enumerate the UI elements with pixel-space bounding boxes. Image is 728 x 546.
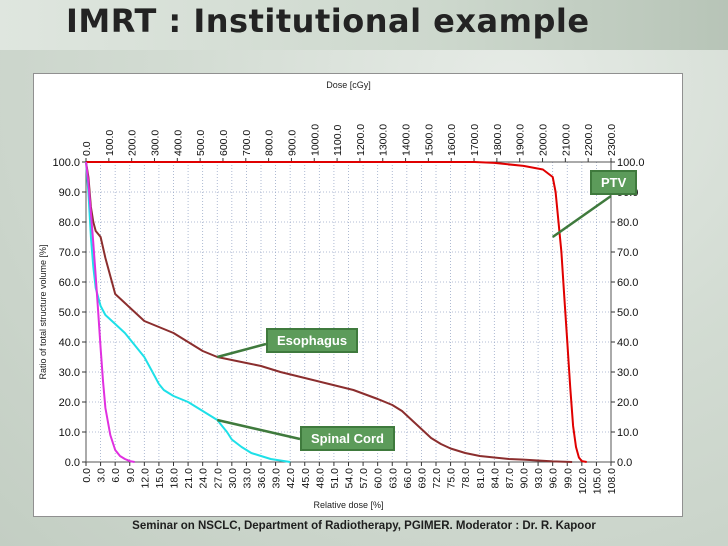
x-tick-label: 90.0: [519, 468, 531, 489]
slide-title: IMRT : Institutional example: [66, 2, 590, 40]
x2-tick-label: 2200.0: [583, 124, 595, 156]
x2-tick-label: 1500.0: [423, 124, 435, 156]
x-tick-label: 36.0: [256, 468, 268, 489]
x-tick-label: 30.0: [227, 468, 239, 489]
footer-text: Seminar on NSCLC, Department of Radiothe…: [132, 520, 596, 532]
y-tick-label: 80.0: [59, 217, 80, 229]
x2-axis-label: Dose [cGy]: [326, 80, 371, 90]
x-tick-label: 60.0: [373, 468, 385, 489]
x-tick-label: 6.0: [110, 468, 122, 483]
x2-tick-label: 200.0: [127, 130, 139, 156]
y-tick-label: 60.0: [59, 277, 80, 289]
x2-tick-label: 2100.0: [560, 124, 572, 156]
y-tick-label: 90.0: [59, 187, 80, 199]
x2-tick-label: 400.0: [172, 130, 184, 156]
x2-tick-label: 100.0: [104, 130, 116, 156]
callout-pointer: [216, 418, 301, 441]
x2-tick-label: 800.0: [264, 130, 276, 156]
unlabeled-dvh-line-3: [85, 161, 135, 463]
x2-tick-label: 1100.0: [332, 125, 344, 156]
x-tick-label: 105.0: [591, 468, 603, 494]
x-tick-label: 21.0: [183, 468, 195, 489]
y2-tick-label: 0.0: [617, 457, 632, 469]
x-tick-label: 33.0: [241, 468, 253, 489]
x2-tick-label: 1700.0: [469, 124, 481, 156]
x-tick-label: 15.0: [154, 468, 166, 489]
y2-tick-label: 10.0: [617, 427, 638, 439]
x2-tick-label: 500.0: [195, 130, 207, 156]
x-tick-label: 84.0: [489, 468, 501, 489]
x2-tick-label: 2000.0: [538, 124, 550, 156]
esophagus-callout: Esophagus: [266, 328, 359, 353]
x-axis-label: Relative dose [%]: [313, 500, 383, 510]
y-axis-label: Ratio of total structure volume [%]: [38, 244, 48, 379]
x2-tick-label: 600.0: [218, 130, 230, 156]
x-tick-label: 54.0: [344, 468, 356, 489]
x-tick-label: 45.0: [300, 468, 312, 489]
x-tick-label: 24.0: [198, 468, 210, 489]
x-tick-label: 12.0: [139, 468, 151, 489]
x-tick-label: 102.0: [577, 468, 589, 494]
x2-tick-label: 1400.0: [401, 124, 413, 156]
dvh-plot: 0.0 10.0 20.0 30.0 40.0 50.0 60.0 70.0 80.0 90.0 1…: [38, 80, 645, 510]
x-tick-label: 57.0: [358, 468, 370, 489]
x2-tick-label: 2300.0: [606, 124, 618, 156]
x2-tick-label: 1300.0: [378, 124, 390, 156]
x-tick-label: 93.0: [533, 468, 545, 489]
x-tick-label: 96.0: [548, 468, 560, 489]
x-tick-label: 78.0: [460, 468, 472, 489]
ptv-dvh-line: [86, 161, 587, 463]
x-tick-label: 66.0: [402, 468, 414, 489]
x2-tick-label: 1200.0: [355, 124, 367, 156]
x-tick-label: 81.0: [475, 468, 487, 489]
x-tick-label: 48.0: [314, 468, 326, 489]
y-tick-label: 0.0: [65, 457, 80, 469]
x2-tick-label: 1600.0: [446, 124, 458, 156]
y2-tick-label: 80.0: [617, 217, 638, 229]
y2-tick-label: 70.0: [617, 247, 638, 259]
x2-tick-label: 1000.0: [309, 124, 321, 156]
x-tick-label: 63.0: [387, 468, 399, 489]
title-bar: [0, 0, 728, 50]
y2-tick-label: 30.0: [617, 367, 638, 379]
x2-tick-label: 700.0: [241, 130, 253, 156]
y2-tick-label: 40.0: [617, 337, 638, 349]
x-tick-label: 72.0: [431, 468, 443, 489]
y2-tick-label: 50.0: [617, 307, 638, 319]
y-tick-label: 50.0: [59, 307, 80, 319]
x2-tick-label: 1900.0: [515, 124, 527, 156]
spinal-cord-callout: Spinal Cord: [300, 426, 395, 451]
y2-tick-label: 60.0: [617, 277, 638, 289]
esophagus-dvh-line: [85, 161, 573, 463]
dvh-chart: 0.0 10.0 20.0 30.0 40.0 50.0 60.0 70.0 80.0 90.0 1…: [33, 73, 683, 517]
callout-pointer: [216, 342, 267, 359]
x-tick-label: 18.0: [169, 468, 181, 489]
y-tick-label: 30.0: [59, 367, 80, 379]
x-tick-label: 108.0: [606, 468, 618, 494]
x2-tick-label: 0.0: [81, 141, 93, 156]
x-tick-label: 9.0: [125, 468, 137, 483]
x-tick-label: 3.0: [96, 468, 108, 483]
y-tick-label: 40.0: [59, 337, 80, 349]
x-tick-label: 0.0: [81, 468, 93, 483]
x-tick-label: 87.0: [504, 468, 516, 489]
x-tick-label: 99.0: [562, 468, 574, 489]
x2-tick-label: 900.0: [286, 130, 298, 156]
y2-tick-label: 20.0: [617, 397, 638, 409]
y2-tick-label: 100.0: [617, 157, 645, 169]
callout-pointer: [551, 194, 612, 239]
y-tick-label: 70.0: [59, 247, 80, 259]
x-tick-label: 39.0: [271, 468, 283, 489]
x-tick-label: 69.0: [416, 468, 428, 489]
x2-tick-label: 1800.0: [492, 124, 504, 156]
x-tick-label: 75.0: [446, 468, 458, 489]
x-tick-label: 27.0: [212, 468, 224, 489]
x2-tick-label: 300.0: [149, 130, 161, 156]
y-tick-label: 100.0: [52, 157, 80, 169]
ptv-callout: PTV: [590, 170, 638, 195]
x-tick-label: 51.0: [329, 468, 341, 489]
y-tick-label: 20.0: [59, 397, 80, 409]
y-tick-label: 10.0: [59, 427, 80, 439]
x-tick-label: 42.0: [285, 468, 297, 489]
